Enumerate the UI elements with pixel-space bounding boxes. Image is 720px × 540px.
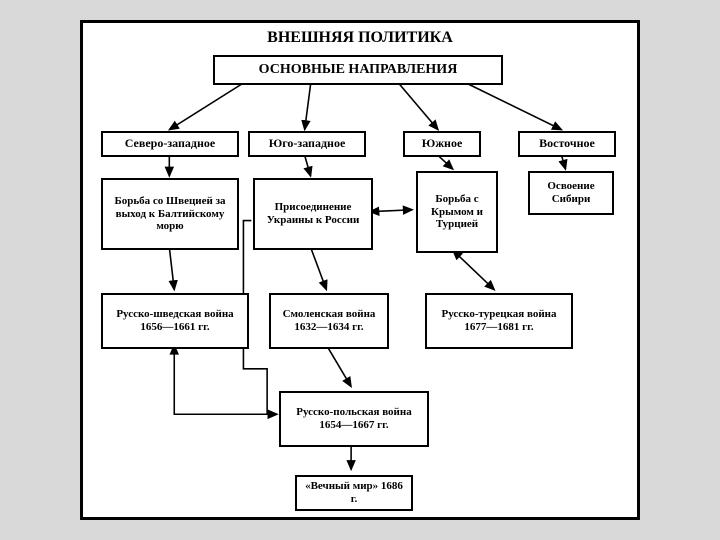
diagram-title: ВНЕШНЯЯ ПОЛИТИКА: [83, 29, 637, 47]
edge-smol-rpw: [326, 345, 351, 386]
edge-ukraine-smol: [311, 247, 327, 289]
node-peace: «Вечный мир» 1686 г.: [295, 475, 413, 511]
diagram-frame: ВНЕШНЯЯ ПОЛИТИКА ОСНОВНЫЕ НАПРАВЛЕНИЯ Се…: [80, 20, 640, 520]
edge-south-crimea: [438, 155, 453, 169]
edge-east-siberia: [562, 155, 566, 169]
node-main: ОСНОВНЫЕ НАПРАВЛЕНИЯ: [213, 55, 503, 85]
node-ukraine: Присоединение Украины к России: [253, 178, 373, 250]
node-smol: Смоленская война 1632—1634 гг.: [269, 293, 389, 349]
edge-main-south: [400, 84, 439, 129]
edge-main-sw: [305, 84, 311, 129]
node-nw: Северо-западное: [101, 131, 239, 157]
node-sw: Юго-западное: [248, 131, 366, 157]
node-rtw: Русско-турецкая война 1677—1681 гг.: [425, 293, 573, 349]
edge-main-east: [469, 84, 562, 129]
edge-rsw-rpw: [174, 345, 277, 414]
edge-baltic-rsw: [169, 247, 174, 289]
node-rsw: Русско-шведская война 1656—1661 гг.: [101, 293, 249, 349]
edge-crimea-rtw: [453, 250, 494, 290]
node-crimea: Борьба с Крымом и Турцией: [416, 171, 498, 253]
node-rpw: Русско-польская война 1654—1667 гг.: [279, 391, 429, 447]
edge-main-nw: [169, 84, 241, 129]
node-siberia: Освоение Сибири: [528, 171, 614, 215]
node-south: Южное: [403, 131, 481, 157]
edge-crimea-ukraine: [370, 210, 412, 212]
edge-sw-ukraine: [305, 155, 311, 176]
node-east: Восточное: [518, 131, 616, 157]
node-baltic: Борьба со Швецией за выход к Балтийскому…: [101, 178, 239, 250]
